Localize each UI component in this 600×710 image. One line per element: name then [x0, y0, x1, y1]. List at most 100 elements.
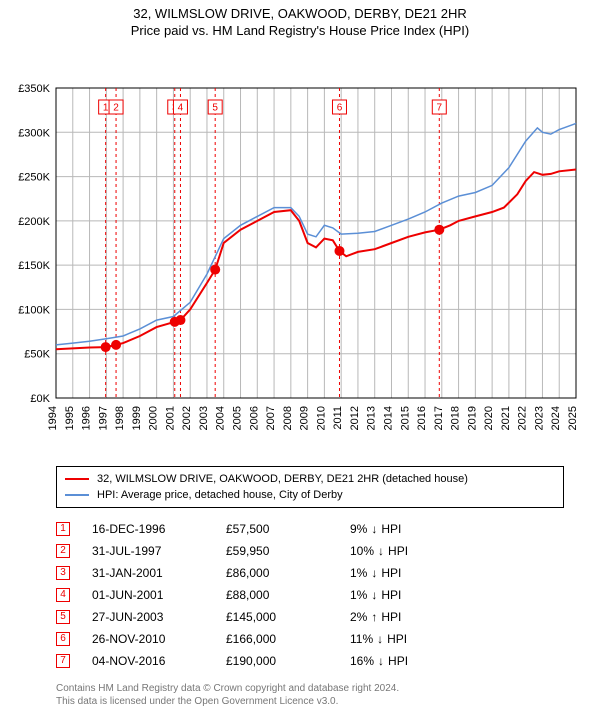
x-tick-label: 2022 — [517, 406, 529, 430]
x-tick-label: 1997 — [97, 406, 109, 430]
y-tick-label: £250K — [18, 172, 50, 184]
footer: Contains HM Land Registry data © Crown c… — [56, 682, 564, 708]
x-tick-label: 2005 — [232, 406, 244, 430]
legend-swatch — [65, 478, 89, 480]
arrow-icon: ↓ — [378, 650, 384, 672]
x-tick-label: 2016 — [416, 406, 428, 430]
row-date: 01-JUN-2001 — [92, 584, 222, 606]
x-tick-label: 2010 — [315, 406, 327, 430]
x-tick-label: 2001 — [164, 406, 176, 430]
table-row: 331-JAN-2001£86,0001%↓HPI — [56, 562, 564, 584]
diff-pct: 16% — [350, 650, 374, 672]
row-marker: 1 — [56, 522, 70, 536]
table-row: 527-JUN-2003£145,0002%↑HPI — [56, 606, 564, 628]
diff-vs: HPI — [381, 562, 401, 584]
chart-svg: £0K £50K £100K £150K £200K £250K £300K £350K 199… — [0, 38, 600, 458]
row-date: 31-JUL-1997 — [92, 540, 222, 562]
page-container: 32, WILMSLOW DRIVE, OAKWOOD, DERBY, DE21… — [0, 0, 600, 710]
arrow-icon: ↓ — [378, 540, 384, 562]
row-price: £145,000 — [226, 606, 346, 628]
x-tick-label: 2024 — [550, 406, 562, 430]
legend: 32, WILMSLOW DRIVE, OAKWOOD, DERBY, DE21… — [56, 466, 564, 508]
y-tick-label: £50K — [24, 349, 50, 361]
row-marker: 6 — [56, 632, 70, 646]
x-tick-label: 2008 — [282, 406, 294, 430]
x-tick-label: 2002 — [181, 406, 193, 430]
y-tick-label: £0K — [30, 393, 50, 405]
x-tick-label: 1994 — [47, 406, 59, 430]
row-marker: 3 — [56, 566, 70, 580]
row-date: 27-JUN-2003 — [92, 606, 222, 628]
x-tick-label: 2013 — [366, 406, 378, 430]
sale-dot — [210, 265, 220, 275]
x-tick-label: 1999 — [131, 406, 143, 430]
sale-marker-number: 1 — [103, 103, 109, 114]
sale-marker-number: 7 — [437, 103, 443, 114]
sale-marker-number: 4 — [178, 103, 184, 114]
sale-dot — [334, 246, 344, 256]
row-date: 26-NOV-2010 — [92, 628, 222, 650]
arrow-icon: ↓ — [371, 584, 377, 606]
legend-swatch — [65, 494, 89, 496]
x-tick-label: 2020 — [483, 406, 495, 430]
row-date: 04-NOV-2016 — [92, 650, 222, 672]
sale-dot — [434, 225, 444, 235]
title-line-1: 32, WILMSLOW DRIVE, OAKWOOD, DERBY, DE21… — [0, 6, 600, 21]
row-date: 16-DEC-1996 — [92, 518, 222, 540]
diff-vs: HPI — [381, 584, 401, 606]
diff-vs: HPI — [388, 540, 408, 562]
row-diff: 16%↓HPI — [350, 650, 408, 672]
title-block: 32, WILMSLOW DRIVE, OAKWOOD, DERBY, DE21… — [0, 0, 600, 38]
y-tick-label: £150K — [18, 260, 50, 272]
series-price_paid — [56, 170, 576, 350]
x-tick-label: 1998 — [114, 406, 126, 430]
x-tick-label: 2006 — [248, 406, 260, 430]
row-price: £190,000 — [226, 650, 346, 672]
sales-table: 116-DEC-1996£57,5009%↓HPI231-JUL-1997£59… — [56, 518, 564, 672]
chart-area: £0K £50K £100K £150K £200K £250K £300K £350K 199… — [0, 38, 600, 458]
x-tick-label: 2017 — [433, 406, 445, 430]
diff-vs: HPI — [381, 518, 401, 540]
title-line-2: Price paid vs. HM Land Registry's House … — [0, 23, 600, 38]
x-tick-label: 2015 — [399, 406, 411, 430]
row-price: £86,000 — [226, 562, 346, 584]
x-tick-label: 2021 — [500, 406, 512, 430]
x-tick-label: 2018 — [450, 406, 462, 430]
diff-pct: 10% — [350, 540, 374, 562]
row-price: £166,000 — [226, 628, 346, 650]
sale-dot — [111, 340, 121, 350]
sale-marker-number: 2 — [113, 103, 119, 114]
table-row: 7 04-NOV-2016£190,00016%↓HPI — [56, 650, 564, 672]
y-tick-label: £100K — [18, 304, 50, 316]
row-price: £57,500 — [226, 518, 346, 540]
table-row: 231-JUL-1997£59,95010%↓HPI — [56, 540, 564, 562]
row-marker: 2 — [56, 544, 70, 558]
x-tick-label: 2023 — [533, 406, 545, 430]
arrow-icon: ↑ — [371, 606, 377, 628]
x-tick-label: 2019 — [466, 406, 478, 430]
row-marker: 4 — [56, 588, 70, 602]
footer-line-1: Contains HM Land Registry data © Crown c… — [56, 682, 564, 695]
table-row: 4 01-JUN-2001£88,0001%↓HPI — [56, 584, 564, 606]
legend-item-hpi: HPI: Average price, detached house, City… — [65, 487, 555, 503]
x-tick-label: 1995 — [64, 406, 76, 430]
sale-dot — [175, 315, 185, 325]
x-tick-label: 2014 — [382, 406, 394, 430]
row-diff: 11%↓HPI — [350, 628, 407, 650]
y-tick-label: £350K — [18, 83, 50, 95]
diff-vs: HPI — [387, 628, 407, 650]
row-price: £88,000 — [226, 584, 346, 606]
row-diff: 1%↓HPI — [350, 584, 401, 606]
row-diff: 9%↓HPI — [350, 518, 401, 540]
y-tick-label: £200K — [18, 216, 50, 228]
diff-pct: 11% — [350, 628, 373, 650]
y-tick-label: £300K — [18, 127, 50, 139]
arrow-icon: ↓ — [371, 518, 377, 540]
diff-pct: 1% — [350, 562, 367, 584]
x-tick-label: 1996 — [81, 406, 93, 430]
arrow-icon: ↓ — [371, 562, 377, 584]
row-marker: 7 — [56, 654, 70, 668]
row-marker: 5 — [56, 610, 70, 624]
legend-label: HPI: Average price, detached house, City… — [97, 487, 343, 503]
table-row: 6 26-NOV-2010£166,00011%↓HPI — [56, 628, 564, 650]
